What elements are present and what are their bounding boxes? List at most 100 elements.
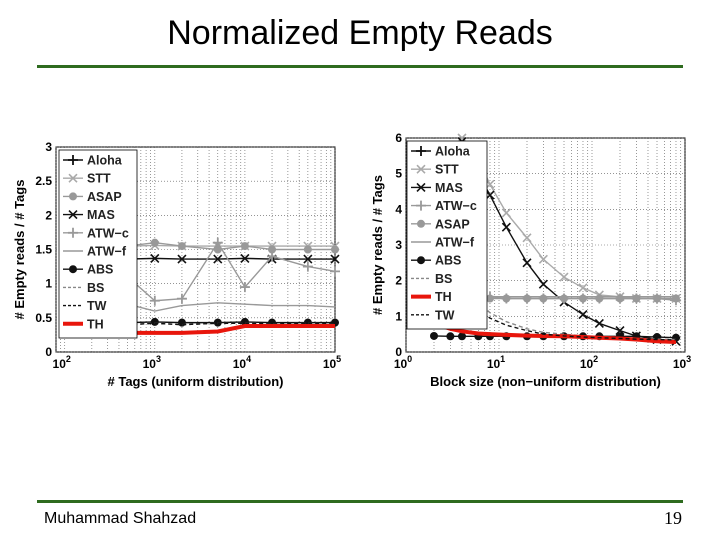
x-tick-label: 105	[323, 354, 341, 371]
x-axis-label: # Tags (uniform distribution)	[108, 374, 284, 389]
legend-marker-aloha	[416, 146, 426, 156]
x-axis-label: Block size (non−uniform distribution)	[430, 374, 661, 389]
series-abs-point	[150, 317, 159, 326]
x-tick-exponent: 2	[593, 354, 598, 364]
y-tick-label: 2	[395, 274, 402, 288]
series-asap-point	[150, 238, 159, 247]
series-stt-point	[559, 272, 569, 282]
x-tick-label: 102	[53, 354, 71, 371]
series-asap-point	[615, 294, 624, 303]
y-tick-label: 6	[395, 131, 402, 145]
x-tick-exponent: 4	[246, 354, 251, 364]
series-asap-point	[653, 294, 662, 303]
legend-marker-mas	[68, 210, 78, 220]
legend-marker-stt	[68, 173, 78, 183]
series-stt-point	[522, 233, 532, 243]
legend-marker-mas	[416, 182, 426, 192]
series-mas-point	[615, 326, 625, 336]
x-tick-label: 101	[487, 354, 505, 371]
left-chart: 0 0.5 1 1.5 2 2.5 3 102 103 104 105 # Tags (uniform…	[12, 140, 341, 389]
series-abs-point	[457, 332, 466, 341]
series-asap-point	[671, 294, 680, 303]
legend-label-mas: MAS	[87, 208, 115, 222]
series-asap-point	[213, 245, 222, 254]
series-stt-point	[501, 208, 511, 218]
footer-divider	[37, 500, 683, 503]
series-asap-point	[595, 294, 604, 303]
x-tick-exponent: 1	[500, 354, 505, 364]
legend-label-asap: ASAP	[87, 190, 122, 204]
legend-marker-atw-c	[416, 200, 426, 211]
series-abs-point	[429, 331, 438, 340]
series-atw-c-point	[267, 251, 278, 262]
y-tick-label: 2	[45, 208, 52, 222]
y-tick-label: 2.5	[35, 174, 52, 188]
series-asap-point	[632, 294, 641, 303]
series-mas-point	[578, 309, 588, 320]
legend-label-tw: TW	[87, 299, 107, 313]
legend-label-th: TH	[435, 290, 452, 304]
x-tick-label: 104	[233, 354, 251, 371]
y-tick-label: 1	[45, 277, 52, 291]
x-tick-exponent: 2	[66, 354, 71, 364]
legend-label-atw-c: ATW−c	[87, 226, 129, 240]
y-tick-label: 4	[395, 202, 402, 216]
y-tick-label: 3	[395, 238, 402, 252]
x-tick-label: 103	[673, 354, 691, 371]
series-asap-point	[268, 245, 277, 254]
legend-label-stt: STT	[87, 172, 111, 186]
legend-label-stt: STT	[435, 163, 459, 177]
legend-marker-asap	[69, 192, 77, 201]
series-asap-point	[539, 294, 548, 303]
series-mas-point	[522, 258, 532, 268]
y-tick-label: 0	[395, 345, 402, 359]
series-mas-point	[501, 222, 511, 232]
series-atw-c-point	[302, 261, 313, 272]
series-abs-point	[177, 318, 186, 327]
y-tick-label: 1	[395, 309, 402, 323]
legend-label-mas: MAS	[435, 181, 463, 195]
series-mas-point	[177, 254, 187, 264]
series-mas-point	[594, 318, 604, 329]
y-tick-label: 3	[45, 140, 52, 154]
legend-label-atw-c: ATW−c	[435, 199, 477, 213]
x-tick-label: 100	[394, 354, 412, 371]
legend-label-aloha: Aloha	[435, 145, 471, 159]
legend-label-bs: BS	[435, 272, 452, 286]
x-tick-exponent: 5	[336, 354, 341, 364]
legend-label-th: TH	[87, 317, 104, 331]
y-tick-label: 1.5	[35, 243, 52, 257]
x-tick-label: 103	[143, 354, 161, 371]
legend-marker-abs	[69, 265, 77, 274]
series-atw-c-point	[330, 266, 340, 277]
slide-title: Normalized Empty Reads	[167, 14, 553, 52]
legend-marker-abs	[417, 256, 425, 265]
series-mas-point	[240, 253, 250, 263]
legend-label-asap: ASAP	[435, 217, 470, 231]
series-asap-point	[303, 245, 312, 254]
series-asap-point	[240, 242, 249, 251]
y-axis-label: # Empty reads / # Tags	[370, 175, 385, 315]
x-tick-exponent: 3	[156, 354, 161, 364]
y-tick-label: 0	[45, 345, 52, 359]
title-divider	[37, 65, 683, 68]
y-tick-label: 0.5	[35, 311, 52, 325]
legend-marker-atw-c	[68, 227, 78, 238]
series-atw-c-point	[149, 295, 160, 306]
legend-label-abs: ABS	[435, 254, 461, 268]
series-stt-point	[578, 283, 588, 293]
series-mas-point	[213, 254, 223, 264]
x-tick-exponent: 0	[407, 354, 412, 364]
series-atw-c-point	[176, 293, 187, 304]
series-asap-point	[560, 294, 569, 303]
series-mas-point	[330, 254, 340, 264]
series-atw-c-point	[239, 282, 250, 293]
series-atw-c-point	[212, 237, 223, 248]
legend-label-bs: BS	[87, 281, 104, 295]
series-stt-point	[538, 254, 548, 264]
series-mas-point	[150, 253, 160, 263]
x-tick-exponent: 3	[686, 354, 691, 364]
legend-marker-asap	[417, 219, 425, 228]
legend-label-aloha: Aloha	[87, 154, 123, 168]
